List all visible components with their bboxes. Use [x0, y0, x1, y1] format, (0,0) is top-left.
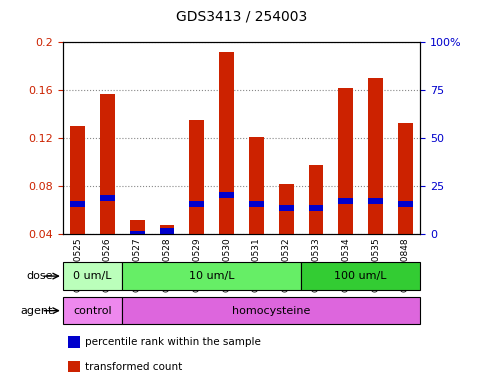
Bar [159, 228, 174, 233]
Bar [279, 205, 294, 211]
Bar [309, 165, 324, 234]
Bar [100, 195, 115, 201]
Text: homocysteine: homocysteine [232, 306, 311, 316]
Text: percentile rank within the sample: percentile rank within the sample [85, 337, 260, 347]
Text: transformed count: transformed count [85, 362, 182, 372]
Bar [189, 201, 204, 207]
Text: GDS3413 / 254003: GDS3413 / 254003 [176, 10, 307, 23]
Text: 10 um/L: 10 um/L [189, 271, 234, 281]
Bar [398, 201, 413, 207]
Bar [368, 198, 383, 204]
Text: 0 um/L: 0 um/L [73, 271, 112, 281]
Bar [249, 137, 264, 234]
Bar [368, 78, 383, 234]
Bar [398, 122, 413, 234]
Text: dose: dose [27, 271, 53, 281]
Bar [338, 88, 353, 234]
Bar [122, 262, 301, 290]
Bar [309, 205, 324, 211]
Bar [189, 120, 204, 234]
Bar [159, 225, 174, 234]
Bar [130, 231, 145, 237]
Bar [70, 126, 85, 234]
Text: 100 um/L: 100 um/L [334, 271, 387, 281]
Bar [63, 297, 122, 324]
Text: control: control [73, 306, 112, 316]
Text: agent: agent [21, 306, 53, 316]
Bar [301, 262, 420, 290]
Bar [100, 94, 115, 234]
Bar [130, 220, 145, 234]
Bar [219, 192, 234, 198]
Bar [338, 198, 353, 204]
Bar [279, 184, 294, 234]
Bar [63, 262, 122, 290]
Bar [219, 52, 234, 234]
Bar [122, 297, 420, 324]
Bar [249, 201, 264, 207]
Bar [70, 201, 85, 207]
